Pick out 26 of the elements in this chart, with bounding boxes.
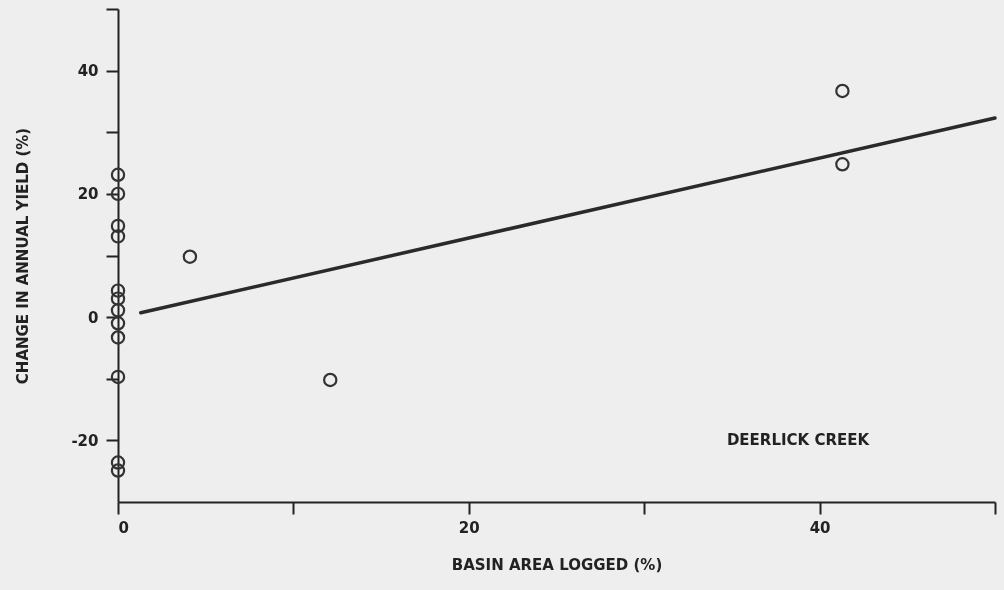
y-tick-label: 0 — [88, 308, 99, 327]
x-tick-label: 0 — [118, 518, 129, 537]
y-tick-label: -20 — [71, 431, 99, 450]
point — [323, 372, 338, 388]
point — [110, 369, 126, 385]
point — [110, 186, 126, 202]
annotation: DEERLICK CREEK — [726, 431, 871, 449]
point — [835, 83, 850, 99]
x-tick-label: 40 — [809, 518, 831, 537]
point — [110, 330, 126, 345]
point — [182, 249, 198, 264]
point — [110, 283, 126, 298]
y-axis-title: CHANGE IN ANNUAL YIELD (%) — [14, 127, 33, 385]
point — [110, 218, 126, 234]
point — [110, 291, 126, 306]
point — [110, 316, 126, 331]
point — [110, 455, 126, 470]
y-tick-label: 20 — [77, 185, 99, 204]
x-tick-label: 20 — [458, 518, 480, 537]
y-tick-label: 40 — [77, 62, 99, 81]
point — [110, 463, 126, 478]
point — [835, 157, 850, 172]
x-axis-title: BASIN AREA LOGGED (%) — [451, 555, 663, 574]
point — [110, 167, 126, 182]
point — [110, 303, 126, 318]
point — [110, 229, 126, 244]
